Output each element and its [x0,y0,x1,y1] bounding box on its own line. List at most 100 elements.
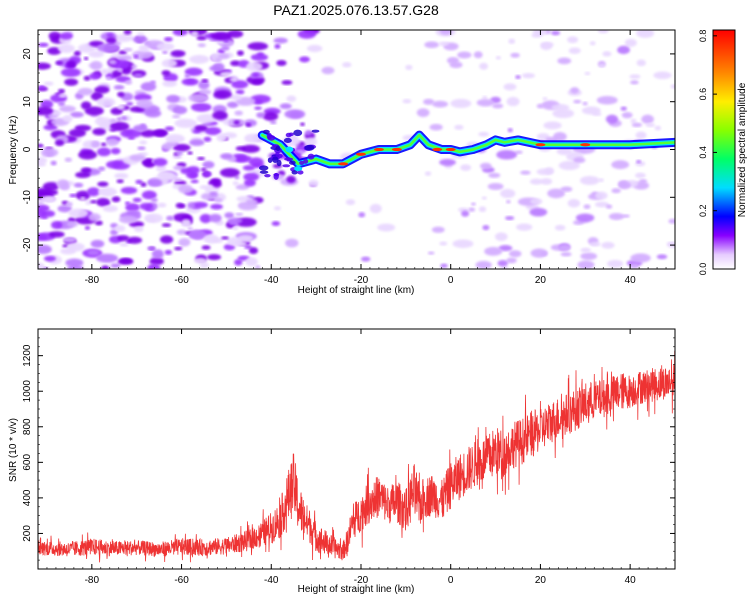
noise-blob [109,118,118,123]
noise-blob [250,53,269,61]
noise-blob [116,117,122,121]
noise-blob [496,150,518,160]
noise-blob [543,121,562,130]
noise-blob [369,203,382,214]
noise-blob [106,76,111,81]
noise-blob [83,56,89,61]
noise-blob [226,101,239,108]
noise-blob [90,91,104,101]
noise-blob [161,142,173,151]
noise-blob [198,89,212,95]
noise-blob [94,86,110,94]
noise-blob [88,72,101,80]
noise-blob [596,95,618,105]
noise-blob [180,167,191,174]
noise-blob [276,60,287,67]
noise-blob [271,221,281,227]
noise-blob [402,99,412,104]
y-tick-label: 10 [22,96,33,108]
noise-blob [521,73,535,79]
ridge-peak [373,147,384,152]
ridge-inner [261,133,675,166]
noise-blob [279,103,292,110]
noise-blob [42,182,59,192]
noise-blob [232,226,239,231]
noise-blob [229,220,237,226]
y-tick-label: 600 [22,454,33,471]
noise-blob [126,102,134,106]
noise-blob [232,181,239,186]
noise-blob [618,181,631,190]
noise-blob [120,258,133,264]
noise-blob [273,206,282,211]
noise-blob [284,109,306,119]
noise-blob [102,205,118,213]
noise-blob [38,157,48,164]
noise-blob [589,41,596,46]
noise-blob [59,32,74,40]
y-tick-label: -10 [22,190,33,205]
noise-blob [432,100,449,108]
noise-blob [161,59,178,68]
noise-blob [308,179,319,187]
noise-blob [153,129,169,137]
noise-blob [516,223,533,231]
noise-blob [630,253,651,263]
noise-blob [200,167,207,172]
noise-blob [175,202,184,209]
noise-blob [65,258,84,268]
noise-blob [243,172,260,182]
noise-blob [38,62,51,70]
noise-blob [446,57,460,65]
noise-blob [111,196,121,203]
noise-blob [203,171,212,177]
ridge-scatter [283,137,292,144]
noise-blob [536,103,544,109]
noise-blob [506,96,520,107]
noise-blob [136,99,153,109]
ridge-scatter [262,129,270,135]
noise-blob [213,90,232,99]
noise-blob [631,122,643,128]
noise-blob [196,156,205,161]
noise-blob [235,146,247,151]
noise-blob [144,109,162,118]
noise-blob [211,31,232,41]
noise-blob [653,71,672,80]
noise-blob [80,101,92,110]
noise-blob [162,80,178,87]
noise-blob [96,97,116,107]
noise-blob [515,75,521,80]
noise-blob [91,140,101,148]
noise-blob [54,139,65,147]
spectrogram-x-ticks: -80 -60 -40 -20 0 20 40 [46,30,676,286]
noise-blob [220,45,230,51]
noise-blob [590,241,601,247]
noise-blob [124,131,134,135]
noise-blob [439,30,452,35]
noise-blob [164,249,173,255]
x-tick-label: -60 [174,275,189,286]
noise-blob [75,190,91,201]
noise-blob [69,193,77,198]
noise-blob [175,151,184,155]
noise-blob [670,84,675,89]
noise-blob [139,140,148,145]
noise-blob [133,73,143,78]
noise-blob [254,106,262,110]
noise-blob [454,124,464,130]
noise-blob [40,196,55,203]
ridge-scatter [291,170,298,175]
noise-blob [172,154,182,159]
noise-blob [146,216,156,222]
noise-blob [213,198,223,203]
noise-blob [67,264,84,269]
noise-blob [95,253,119,263]
noise-blob [119,242,129,247]
noise-blob [305,130,312,136]
noise-blob [358,212,366,218]
noise-blob [57,101,66,107]
noise-blob [73,50,81,57]
noise-blob [50,160,57,166]
